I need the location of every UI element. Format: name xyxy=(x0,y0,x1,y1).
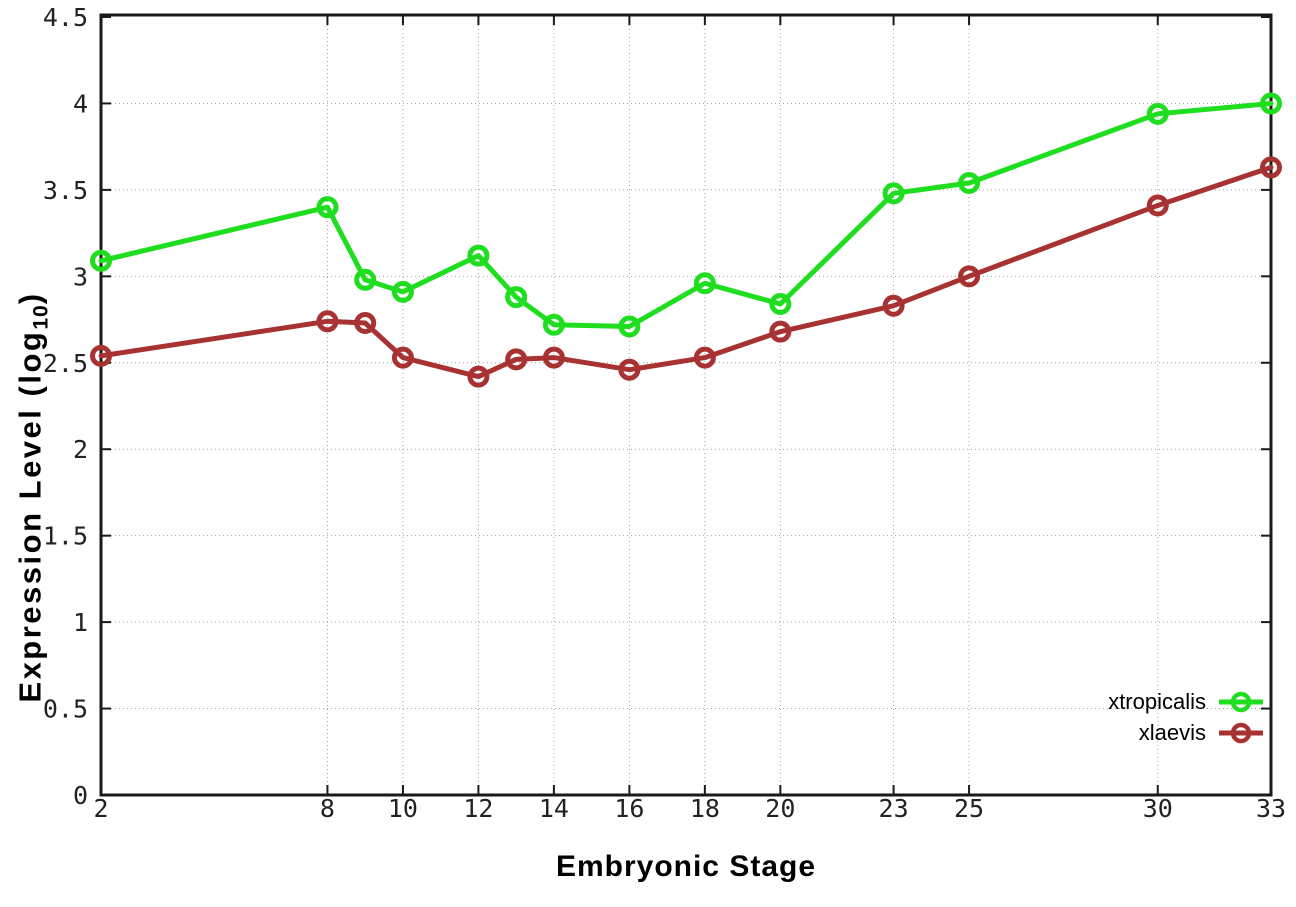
y-axis-title-text: Expression Level (log xyxy=(12,329,48,703)
legend-label-xlaevis: xlaevis xyxy=(1138,719,1206,745)
data-point-xlaevis xyxy=(467,365,490,388)
data-point-xtropicalis xyxy=(882,182,905,205)
legend: xtropicalis xlaevis xyxy=(1108,687,1264,747)
x-tick-label: 25 xyxy=(954,794,984,823)
y-tick-label: 4 xyxy=(73,89,88,118)
y-tick-label: 1 xyxy=(73,608,88,637)
y-axis-title: Expression Level (log10) xyxy=(12,291,53,702)
data-point-xlaevis xyxy=(90,344,112,367)
legend-marker-xlaevis xyxy=(1219,722,1263,743)
data-point-xlaevis xyxy=(1146,194,1169,217)
legend-entry-xtropicalis: xtropicalis xyxy=(1108,687,1264,716)
x-tick-label: 30 xyxy=(1143,794,1173,823)
x-tick-label: 12 xyxy=(463,794,493,823)
data-point-xtropicalis xyxy=(542,313,565,336)
data-point-xtropicalis xyxy=(316,196,339,219)
x-tick-label: 10 xyxy=(388,794,418,823)
legend-marker-xtropicalis xyxy=(1219,691,1263,712)
data-point-xtropicalis xyxy=(958,171,981,194)
data-point-xlaevis xyxy=(693,346,716,369)
data-point-xlaevis xyxy=(391,346,414,369)
series-line-xlaevis xyxy=(98,164,1274,380)
data-point-xtropicalis xyxy=(1260,92,1282,115)
data-point-xtropicalis xyxy=(618,315,641,338)
data-point-xtropicalis xyxy=(391,280,414,303)
data-point-xlaevis xyxy=(354,312,377,335)
data-point-xtropicalis xyxy=(354,268,377,291)
data-point-xlaevis xyxy=(958,265,981,288)
y-tick-label: 1.5 xyxy=(43,522,88,551)
x-tick-label: 18 xyxy=(690,794,720,823)
x-tick-label: 20 xyxy=(765,794,795,823)
data-point-xlaevis xyxy=(542,346,565,369)
data-point-xlaevis xyxy=(1260,156,1282,179)
data-point-xtropicalis xyxy=(769,292,792,315)
data-point-xlaevis xyxy=(316,310,339,333)
series-line-xtropicalis xyxy=(98,100,1274,329)
data-point-xlaevis xyxy=(769,320,792,343)
data-point-xlaevis xyxy=(618,358,641,381)
x-tick-label: 33 xyxy=(1256,794,1286,823)
data-point-xlaevis xyxy=(882,294,905,317)
y-axis-title-subscript: 10 xyxy=(29,304,53,330)
data-point-xtropicalis xyxy=(467,244,490,267)
y-tick-label: 4.5 xyxy=(43,3,88,32)
x-tick-label: 2 xyxy=(93,794,108,823)
x-tick-label: 14 xyxy=(539,794,569,823)
x-tick-label: 8 xyxy=(320,794,335,823)
y-tick-label: 2.5 xyxy=(43,349,88,378)
data-point-xtropicalis xyxy=(693,272,716,295)
data-point-xtropicalis xyxy=(505,286,528,309)
y-tick-label: 3 xyxy=(73,262,88,291)
plot-border xyxy=(99,13,1273,797)
data-point-xlaevis xyxy=(505,348,528,371)
y-tick-label: 2 xyxy=(73,435,88,464)
y-tick-label: 0.5 xyxy=(43,695,88,724)
data-point-xtropicalis xyxy=(90,249,112,272)
y-axis-title-close: ) xyxy=(12,291,48,305)
legend-label-xtropicalis: xtropicalis xyxy=(1108,688,1206,714)
x-tick-label: 16 xyxy=(614,794,644,823)
y-tick-label: 0 xyxy=(73,781,88,810)
data-point-xtropicalis xyxy=(1146,102,1169,125)
x-tick-label: 23 xyxy=(879,794,909,823)
legend-entry-xlaevis: xlaevis xyxy=(1108,718,1264,747)
y-tick-label: 3.5 xyxy=(43,176,88,205)
x-axis-title: Embryonic Stage xyxy=(555,850,817,883)
